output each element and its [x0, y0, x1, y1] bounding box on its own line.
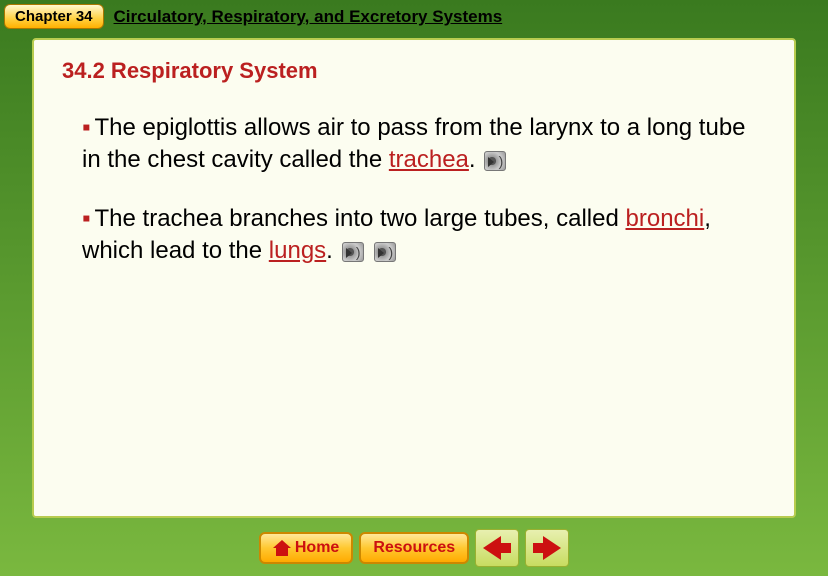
bullet-marker: ▪	[82, 114, 91, 141]
chapter-badge: Chapter 34	[4, 4, 104, 29]
home-icon	[273, 540, 291, 556]
audio-icon[interactable]	[342, 242, 364, 262]
vocab-term: lungs	[269, 237, 326, 264]
home-label: Home	[295, 539, 339, 557]
arrow-right-icon	[533, 536, 561, 560]
bullet-item: ▪The trachea branches into two large tub…	[82, 203, 766, 268]
chapter-title: Circulatory, Respiratory, and Excretory …	[114, 4, 503, 27]
bullet-text-pre: The trachea branches into two large tube…	[95, 205, 626, 232]
vocab-term: trachea	[389, 146, 469, 173]
audio-icon[interactable]	[484, 151, 506, 171]
vocab-term: bronchi	[626, 205, 705, 232]
resources-button[interactable]: Resources	[359, 532, 469, 564]
prev-button[interactable]	[475, 529, 519, 567]
bullet-item: ▪The epiglottis allows air to pass from …	[82, 112, 766, 177]
section-title: 34.2 Respiratory System	[62, 58, 766, 84]
next-button[interactable]	[525, 529, 569, 567]
slide-header: Chapter 34 Circulatory, Respiratory, and…	[0, 0, 828, 29]
footer-nav: Home Resources	[0, 524, 828, 576]
bullet-text-post: .	[469, 146, 476, 173]
bullet-text-post: .	[326, 237, 333, 264]
home-button[interactable]: Home	[259, 532, 353, 564]
bullet-marker: ▪	[82, 205, 91, 232]
resources-label: Resources	[373, 539, 455, 557]
content-panel: 34.2 Respiratory System ▪The epiglottis …	[32, 38, 796, 518]
arrow-left-icon	[483, 536, 511, 560]
audio-icon[interactable]	[374, 242, 396, 262]
